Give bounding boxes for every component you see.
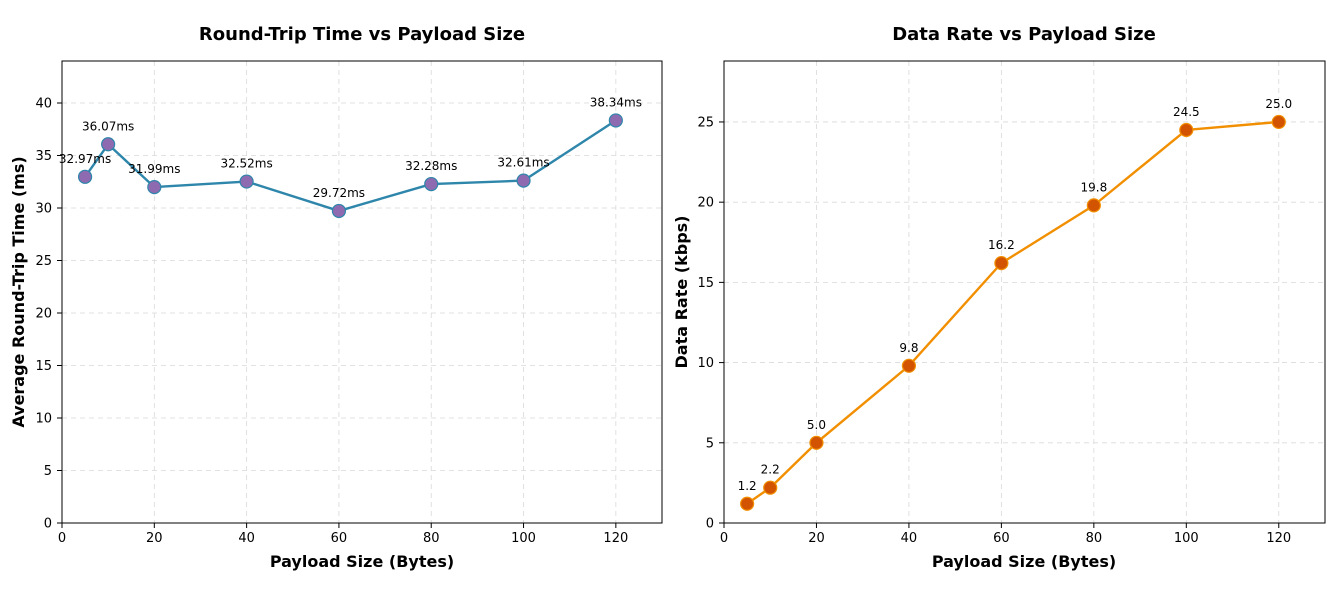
- rtt-data-point: [239, 174, 254, 189]
- rtt-data-label: 38.34ms: [590, 95, 642, 109]
- rtt-grid: [62, 61, 662, 523]
- data-rate-data-point: [901, 358, 917, 373]
- data-rate-ticks: 0 20 40 60 80 100 120 0 5 10 15 20 25: [697, 115, 1291, 546]
- data-rate-y-tick-label: 0: [706, 517, 714, 532]
- rtt-data-label: 32.97ms: [59, 152, 111, 166]
- rtt-data-point: [101, 137, 116, 152]
- data-rate-x-tick-label: 100: [1174, 531, 1199, 546]
- data-rate-plot: 1.2 2.2 5.0 9.8 16.2 19.8 24.5 25.0: [738, 97, 1292, 511]
- data-rate-data-label: 9.8: [899, 341, 918, 355]
- data-rate-data-label: 24.5: [1173, 105, 1200, 119]
- data-rate-series-line: [746, 120, 1279, 505]
- data-rate-x-tick-label: 40: [901, 531, 918, 546]
- rtt-y-tick-label: 30: [35, 202, 52, 217]
- rtt-data-label: 32.28ms: [405, 159, 457, 173]
- data-rate-chart: Data Rate vs Payload Size 1.2 2.2 5.0 9.8 16…: [672, 24, 1326, 571]
- data-rate-x-tick-label: 0: [720, 531, 728, 546]
- rtt-data-point: [331, 203, 347, 219]
- data-rate-y-tick-label: 20: [697, 196, 714, 211]
- data-rate-grid: [724, 61, 1325, 523]
- data-rate-x-tick-label: 80: [1086, 531, 1103, 546]
- data-rate-data-point: [740, 496, 755, 511]
- rtt-data-label: 29.72ms: [313, 186, 365, 200]
- data-rate-data-label: 25.0: [1265, 97, 1292, 111]
- rtt-y-tick-label: 10: [35, 412, 52, 427]
- data-rate-x-tick-label: 120: [1266, 531, 1291, 546]
- rtt-y-axis-label: Average Round-Trip Time (ms): [9, 156, 28, 427]
- data-rate-data-point: [763, 480, 778, 495]
- data-rate-y-tick-label: 5: [706, 436, 714, 451]
- rtt-x-tick-label: 60: [331, 531, 348, 546]
- rtt-plot: 32.97ms 36.07ms 31.99ms 32.52ms 29.72ms 32.28…: [59, 95, 642, 219]
- data-rate-y-axis-label: Data Rate (kbps): [672, 216, 691, 369]
- rtt-data-point: [608, 113, 623, 128]
- data-rate-chart-title: Data Rate vs Payload Size: [892, 24, 1156, 45]
- rtt-y-tick-label: 20: [35, 307, 52, 322]
- rtt-y-tick-label: 15: [35, 359, 52, 374]
- rtt-y-tick-label: 0: [44, 517, 52, 532]
- rtt-data-label: 32.52ms: [220, 157, 272, 171]
- rtt-y-tick-label: 5: [44, 464, 52, 479]
- rtt-y-tick-label: 25: [35, 254, 52, 269]
- rtt-x-axis-label: Payload Size (Bytes): [270, 552, 454, 571]
- data-rate-y-tick-label: 25: [697, 115, 714, 130]
- rtt-y-tick-label: 40: [35, 97, 52, 112]
- data-rate-data-label: 16.2: [988, 238, 1015, 252]
- data-rate-data-point: [1179, 122, 1194, 138]
- rtt-x-tick-label: 80: [423, 531, 440, 546]
- data-rate-x-tick-label: 20: [808, 531, 825, 546]
- rtt-plot-frame: [61, 60, 663, 524]
- data-rate-data-point: [809, 435, 824, 450]
- rtt-data-point: [424, 176, 439, 192]
- data-rate-data-label: 5.0: [807, 418, 826, 432]
- data-rate-x-axis-label: Payload Size (Bytes): [932, 552, 1116, 571]
- data-rate-data-point: [1086, 198, 1101, 213]
- data-rate-data-label: 2.2: [761, 463, 780, 477]
- rtt-data-point: [516, 173, 531, 188]
- rtt-chart: Round-Trip Time vs Payload Size 32.97ms3…: [9, 24, 663, 571]
- data-rate-y-tick-label: 15: [697, 276, 714, 291]
- rtt-chart-title: Round-Trip Time vs Payload Size: [199, 24, 525, 45]
- rtt-ticks: 0 20 40 60 80 100 120 0 5 10 15 20 25 30 35 40: [35, 97, 628, 547]
- data-rate-data-label: 1.2: [738, 479, 757, 493]
- rtt-x-tick-label: 120: [603, 531, 628, 546]
- data-rate-x-tick-label: 60: [993, 531, 1010, 546]
- data-rate-y-tick-label: 10: [697, 356, 714, 371]
- data-rate-data-label: 19.8: [1080, 180, 1107, 194]
- rtt-data-label: 32.61ms: [497, 156, 549, 170]
- rtt-data-point: [147, 180, 162, 195]
- data-rate-data-point: [994, 256, 1009, 271]
- rtt-data-label: 36.07ms: [82, 119, 134, 133]
- rtt-data-label: 31.99ms: [128, 162, 180, 176]
- rtt-x-tick-label: 40: [238, 531, 255, 546]
- data-rate-data-point: [1271, 114, 1286, 130]
- data-rate-plot-frame: [723, 60, 1326, 524]
- rtt-x-tick-label: 20: [146, 531, 163, 546]
- rtt-data-point: [77, 169, 93, 184]
- rtt-x-tick-label: 0: [58, 531, 66, 546]
- rtt-series-line: [84, 119, 617, 213]
- rtt-x-tick-label: 100: [511, 531, 536, 546]
- rtt-y-tick-label: 35: [35, 149, 52, 164]
